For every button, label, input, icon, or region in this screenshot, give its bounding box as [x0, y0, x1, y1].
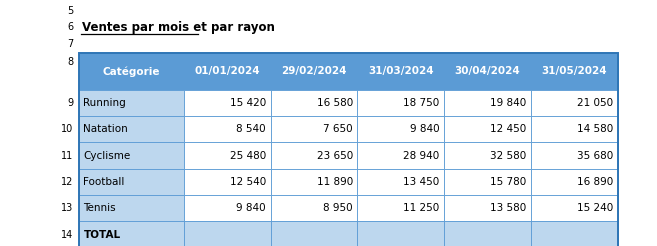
- Bar: [531, 142, 618, 169]
- Bar: [271, 221, 357, 246]
- Text: 13 450: 13 450: [403, 177, 440, 187]
- Text: 30/04/2024: 30/04/2024: [455, 66, 520, 76]
- Text: Cyclisme: Cyclisme: [83, 151, 131, 161]
- Bar: [184, 53, 271, 90]
- Text: 21 050: 21 050: [577, 98, 613, 108]
- Bar: [79, 195, 184, 221]
- Text: 15 240: 15 240: [577, 203, 613, 213]
- Text: 13 580: 13 580: [490, 203, 526, 213]
- Bar: [184, 169, 271, 195]
- Text: 18 750: 18 750: [403, 98, 440, 108]
- Text: 14 580: 14 580: [577, 124, 613, 134]
- Text: 12 540: 12 540: [230, 177, 266, 187]
- Bar: [531, 116, 618, 142]
- Text: 12: 12: [61, 177, 74, 187]
- Bar: [531, 169, 618, 195]
- Bar: [184, 195, 271, 221]
- Bar: [357, 221, 444, 246]
- Bar: [531, 53, 618, 90]
- Bar: [271, 142, 357, 169]
- Text: 11: 11: [61, 151, 74, 161]
- Text: 19 840: 19 840: [490, 98, 526, 108]
- Bar: [79, 116, 184, 142]
- Bar: [357, 169, 444, 195]
- Bar: [271, 53, 357, 90]
- Text: 8: 8: [68, 57, 74, 67]
- Text: Football: Football: [83, 177, 125, 187]
- Bar: [357, 116, 444, 142]
- Bar: [357, 195, 444, 221]
- Bar: [79, 53, 618, 246]
- Bar: [271, 116, 357, 142]
- Bar: [79, 90, 184, 116]
- Text: 01/01/2024: 01/01/2024: [194, 66, 260, 76]
- Text: 15 420: 15 420: [230, 98, 266, 108]
- Bar: [184, 221, 271, 246]
- Text: 6: 6: [68, 22, 74, 32]
- Text: 16 890: 16 890: [577, 177, 613, 187]
- Text: 13: 13: [61, 203, 74, 213]
- Bar: [79, 221, 184, 246]
- Bar: [271, 169, 357, 195]
- Text: Catégorie: Catégorie: [102, 66, 160, 77]
- Text: 7 650: 7 650: [323, 124, 353, 134]
- Bar: [444, 53, 531, 90]
- Text: 31/03/2024: 31/03/2024: [368, 66, 434, 76]
- Bar: [444, 90, 531, 116]
- Text: 11 250: 11 250: [403, 203, 440, 213]
- Text: 23 650: 23 650: [317, 151, 353, 161]
- Text: 10: 10: [61, 124, 74, 134]
- Bar: [271, 195, 357, 221]
- Text: 15 780: 15 780: [490, 177, 526, 187]
- Text: 8 950: 8 950: [323, 203, 353, 213]
- Text: Tennis: Tennis: [83, 203, 116, 213]
- Text: 31/05/2024: 31/05/2024: [541, 66, 607, 76]
- Text: 35 680: 35 680: [577, 151, 613, 161]
- Text: 8 540: 8 540: [237, 124, 266, 134]
- Bar: [271, 90, 357, 116]
- Bar: [444, 221, 531, 246]
- Text: 28 940: 28 940: [403, 151, 440, 161]
- Text: 25 480: 25 480: [230, 151, 266, 161]
- Text: 9: 9: [68, 98, 74, 108]
- Text: 5: 5: [67, 6, 74, 16]
- Bar: [184, 90, 271, 116]
- Text: Natation: Natation: [83, 124, 128, 134]
- Text: 32 580: 32 580: [490, 151, 526, 161]
- Bar: [79, 53, 184, 90]
- Bar: [444, 142, 531, 169]
- Bar: [184, 142, 271, 169]
- Bar: [531, 90, 618, 116]
- Bar: [531, 221, 618, 246]
- Bar: [357, 90, 444, 116]
- Text: 11 890: 11 890: [317, 177, 353, 187]
- Bar: [444, 116, 531, 142]
- Text: 14: 14: [61, 230, 74, 240]
- Text: 9 840: 9 840: [237, 203, 266, 213]
- Bar: [79, 169, 184, 195]
- Text: 12 450: 12 450: [490, 124, 526, 134]
- Bar: [357, 142, 444, 169]
- Text: 7: 7: [67, 39, 74, 49]
- Text: TOTAL: TOTAL: [83, 230, 121, 240]
- Bar: [444, 169, 531, 195]
- Bar: [444, 195, 531, 221]
- Text: Ventes par mois et par rayon: Ventes par mois et par rayon: [82, 21, 275, 34]
- Text: 9 840: 9 840: [410, 124, 440, 134]
- Bar: [357, 53, 444, 90]
- Bar: [79, 142, 184, 169]
- Bar: [184, 116, 271, 142]
- Text: 29/02/2024: 29/02/2024: [281, 66, 347, 76]
- Text: 16 580: 16 580: [317, 98, 353, 108]
- Text: Running: Running: [83, 98, 126, 108]
- Bar: [531, 195, 618, 221]
